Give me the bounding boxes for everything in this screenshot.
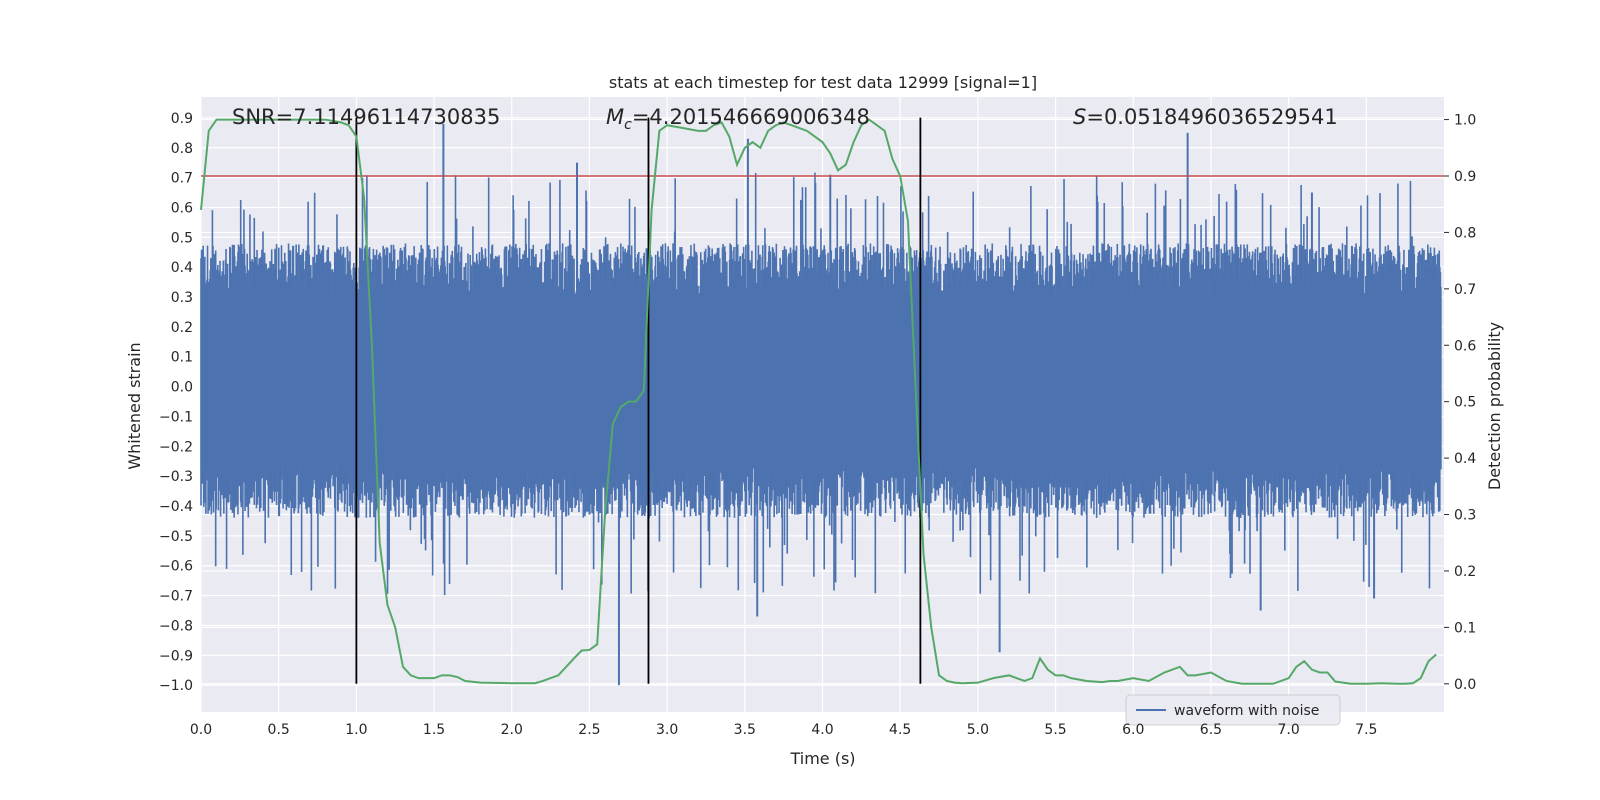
probability-line bbox=[200, 118, 1437, 685]
snr-annotation: SNR=7.11496114730835 bbox=[232, 105, 500, 129]
x-tick-label-1: 0.5 bbox=[268, 722, 290, 738]
y-right-tick-label-2: 0.8 bbox=[1454, 225, 1476, 241]
x-tick-label-14: 7.0 bbox=[1277, 722, 1299, 738]
y-left-tick-label-17: −0.8 bbox=[159, 618, 193, 634]
waveform-series bbox=[200, 123, 1442, 686]
s-annotation: S=0.0518496036529541 bbox=[1073, 105, 1338, 129]
y-right-tick-label-8: 0.2 bbox=[1454, 564, 1476, 580]
vertical-lines bbox=[355, 117, 922, 684]
y-left-tick-label-16: −0.7 bbox=[159, 589, 193, 605]
x-tick-label-8: 4.0 bbox=[811, 722, 833, 738]
y-right-tick-label-6: 0.4 bbox=[1454, 451, 1476, 467]
x-tick-label-9: 4.5 bbox=[889, 722, 911, 738]
y-left-tick-label-0: 0.9 bbox=[171, 111, 193, 127]
legend: waveform with noise bbox=[1125, 694, 1341, 726]
y-right-tick-label-9: 0.1 bbox=[1454, 620, 1476, 636]
y-left-tick-label-6: 0.3 bbox=[171, 290, 193, 306]
y-right-tick-label-1: 0.9 bbox=[1454, 169, 1476, 185]
y-left-tick-label-5: 0.4 bbox=[171, 260, 193, 276]
plot-area: SNR=7.11496114730835 Mc=4.20154666900634… bbox=[200, 97, 1444, 726]
y-left-tick-label-11: −0.2 bbox=[159, 439, 193, 455]
y-left-tick-label-1: 0.8 bbox=[171, 141, 193, 157]
y-right-axis-ticks: 1.0 0.9 0.8 0.7 0.6 0.5 0.4 0.3 0.2 0.1 0.0 bbox=[1444, 113, 1476, 693]
mc-subscript: c bbox=[624, 117, 632, 133]
x-tick-label-7: 3.5 bbox=[734, 722, 756, 738]
x-tick-label-3: 1.5 bbox=[423, 722, 445, 738]
y-left-tick-label-19: −1.0 bbox=[159, 678, 193, 694]
y-right-tick-label-10: 0.0 bbox=[1454, 677, 1476, 693]
y-right-tick-label-7: 0.3 bbox=[1454, 508, 1476, 524]
y-left-tick-label-12: −0.3 bbox=[159, 469, 193, 485]
y-left-tick-label-2: 0.7 bbox=[171, 171, 193, 187]
annotations: SNR=7.11496114730835 Mc=4.20154666900634… bbox=[232, 105, 1338, 133]
y-right-tick-label-0: 1.0 bbox=[1454, 113, 1476, 129]
mc-value: =4.201546669006348 bbox=[632, 105, 870, 129]
y-left-tick-label-4: 0.5 bbox=[171, 230, 193, 246]
x-tick-label-0: 0.0 bbox=[190, 722, 212, 738]
waveform-noise-trace bbox=[200, 172, 1442, 596]
y-left-tick-label-9: 0.0 bbox=[171, 380, 193, 396]
y-left-tick-label-10: −0.1 bbox=[159, 409, 193, 425]
y-left-tick-label-14: −0.5 bbox=[159, 529, 193, 545]
x-axis-label: Time (s) bbox=[789, 749, 855, 768]
x-tick-label-4: 2.0 bbox=[501, 722, 523, 738]
probability-series bbox=[200, 118, 1437, 685]
y-right-tick-label-4: 0.6 bbox=[1454, 338, 1476, 354]
y-left-tick-label-18: −0.9 bbox=[159, 648, 193, 664]
y-right-tick-label-3: 0.7 bbox=[1454, 282, 1476, 298]
x-tick-label-6: 3.0 bbox=[656, 722, 678, 738]
x-tick-label-5: 2.5 bbox=[578, 722, 600, 738]
y-right-axis-label: Detection probability bbox=[1485, 322, 1504, 490]
x-tick-label-2: 1.0 bbox=[345, 722, 367, 738]
s-symbol: S bbox=[1073, 105, 1086, 129]
mc-symbol: M bbox=[606, 105, 624, 129]
mc-annotation: Mc=4.201546669006348 bbox=[606, 105, 870, 133]
legend-entry-waveform: waveform with noise bbox=[1174, 703, 1319, 719]
y-left-tick-label-13: −0.4 bbox=[159, 499, 193, 515]
y-left-axis-label: Whitened strain bbox=[125, 342, 144, 469]
y-right-tick-label-5: 0.5 bbox=[1454, 395, 1476, 411]
x-tick-label-13: 6.5 bbox=[1200, 722, 1222, 738]
y-left-axis-ticks: 0.9 0.8 0.7 0.6 0.5 0.4 0.3 0.2 0.1 0.0 −0.1 −0.2 −0… bbox=[159, 111, 193, 694]
y-left-tick-label-8: 0.1 bbox=[171, 350, 193, 366]
s-value: =0.0518496036529541 bbox=[1086, 105, 1337, 129]
y-left-tick-label-15: −0.6 bbox=[159, 559, 193, 575]
x-tick-label-12: 6.0 bbox=[1122, 722, 1144, 738]
x-tick-label-10: 5.0 bbox=[967, 722, 989, 738]
x-axis-ticks: 0.0 0.5 1.0 1.5 2.0 2.5 3.0 3.5 4.0 4.5 5.0 5.5 6.0 6… bbox=[190, 722, 1378, 738]
x-tick-label-15: 7.5 bbox=[1355, 722, 1377, 738]
chart-title: stats at each timestep for test data 129… bbox=[609, 73, 1037, 92]
y-left-tick-label-3: 0.6 bbox=[171, 200, 193, 216]
x-tick-label-11: 5.5 bbox=[1044, 722, 1066, 738]
y-left-tick-label-7: 0.2 bbox=[171, 320, 193, 336]
legend-box bbox=[1125, 694, 1341, 726]
